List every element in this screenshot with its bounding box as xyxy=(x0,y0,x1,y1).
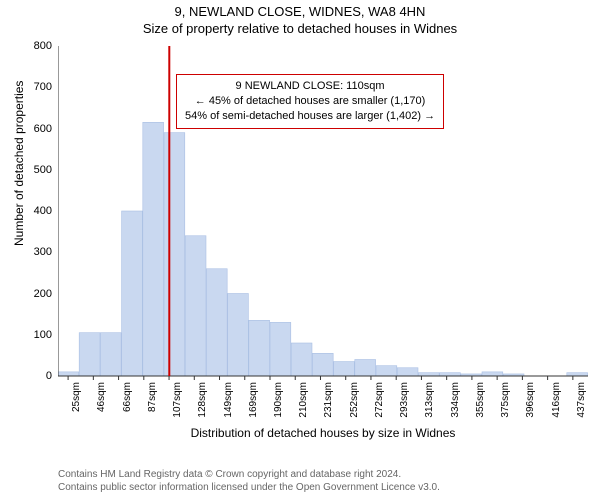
x-tick-label: 313sqm xyxy=(424,382,435,418)
x-tick-label: 375sqm xyxy=(500,382,511,418)
chart-container: { "title": "9, NEWLAND CLOSE, WIDNES, WA… xyxy=(0,0,600,500)
x-tick-label: 396sqm xyxy=(525,382,536,418)
footer-line: Contains public sector information licen… xyxy=(58,482,440,495)
x-tick-label: 25sqm xyxy=(71,382,82,412)
y-tick-label: 500 xyxy=(24,164,52,176)
x-tick-label: 66sqm xyxy=(122,382,133,412)
x-tick-label: 149sqm xyxy=(223,382,234,418)
page-title: 9, NEWLAND CLOSE, WIDNES, WA8 4HN xyxy=(0,0,600,19)
y-tick-label: 200 xyxy=(24,288,52,300)
x-tick-label: 107sqm xyxy=(172,382,183,418)
y-tick-label: 600 xyxy=(24,123,52,135)
page-subtitle: Size of property relative to detached ho… xyxy=(0,19,600,36)
x-tick-label: 437sqm xyxy=(576,382,587,418)
x-tick-label: 416sqm xyxy=(551,382,562,418)
chart-area: Number of detached properties 9 NEWLAND … xyxy=(58,46,588,446)
y-tick-label: 300 xyxy=(24,246,52,258)
footer-line: Contains HM Land Registry data © Crown c… xyxy=(58,469,440,482)
y-tick-label: 0 xyxy=(24,370,52,382)
x-tick-label: 355sqm xyxy=(475,382,486,418)
x-tick-label: 128sqm xyxy=(197,382,208,418)
x-tick-label: 231sqm xyxy=(323,382,334,418)
x-tick-label: 210sqm xyxy=(298,382,309,418)
x-tick-label: 334sqm xyxy=(450,382,461,418)
y-tick-label: 400 xyxy=(24,205,52,217)
annotation-box: 9 NEWLAND CLOSE: 110sqm ← 45% of detache… xyxy=(176,74,444,129)
footer-text: Contains HM Land Registry data © Crown c… xyxy=(58,469,440,494)
x-tick-label: 272sqm xyxy=(374,382,385,418)
annotation-line: ← 45% of detached houses are smaller (1,… xyxy=(185,94,435,109)
x-tick-label: 87sqm xyxy=(147,382,158,412)
annotation-line: 9 NEWLAND CLOSE: 110sqm xyxy=(185,79,435,94)
x-tick-label: 252sqm xyxy=(349,382,360,418)
x-tick-label: 169sqm xyxy=(248,382,259,418)
y-tick-label: 800 xyxy=(24,40,52,52)
y-tick-label: 100 xyxy=(24,329,52,341)
x-tick-label: 46sqm xyxy=(96,382,107,412)
annotation-line: 54% of semi-detached houses are larger (… xyxy=(185,109,435,124)
x-tick-label: 190sqm xyxy=(273,382,284,418)
y-tick-label: 700 xyxy=(24,81,52,93)
x-tick-label: 293sqm xyxy=(399,382,410,418)
